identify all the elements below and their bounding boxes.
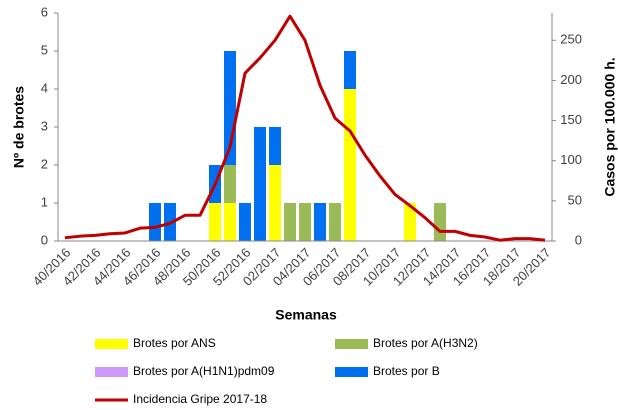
y-tick-label: 2	[41, 156, 48, 171]
y-tick-label: 5	[41, 42, 48, 57]
legend-label: Brotes por A(H1N1)pdm09	[133, 364, 275, 378]
bar	[254, 127, 266, 241]
legend-swatch	[95, 367, 128, 377]
legend-label: Brotes por B	[373, 364, 440, 378]
y2-tick-label: 50	[568, 192, 582, 207]
bar	[314, 203, 326, 241]
bar	[239, 203, 251, 241]
legend-swatch	[335, 339, 368, 349]
x-axis-title: Semanas	[275, 307, 337, 323]
y-tick-label: 4	[41, 80, 48, 95]
legend-swatch	[335, 367, 368, 377]
bar	[299, 203, 311, 241]
bar	[209, 203, 221, 241]
bar	[269, 127, 281, 165]
y-tick-label: 6	[41, 4, 48, 19]
legend-swatch	[95, 339, 128, 349]
y2-tick-label: 200	[560, 72, 582, 87]
bar	[344, 89, 356, 241]
y-axis-title: Nº de brotes	[11, 86, 27, 168]
legend-label: Brotes por ANS	[133, 336, 216, 350]
bar	[344, 51, 356, 89]
y2-tick-label: 250	[560, 32, 582, 47]
bar	[269, 165, 281, 241]
legend-label: Brotes por A(H3N2)	[373, 336, 478, 350]
y2-tick-label: 150	[560, 112, 582, 127]
bar	[434, 203, 446, 241]
bar	[404, 203, 416, 241]
bar	[224, 165, 236, 203]
bar	[284, 203, 296, 241]
bar	[149, 203, 161, 241]
line	[64, 14, 546, 242]
y-tick-label: 1	[41, 194, 48, 209]
bar	[224, 203, 236, 241]
bar	[329, 203, 341, 241]
y-tick-label: 0	[41, 232, 48, 247]
y2-tick-label: 100	[560, 152, 582, 167]
y2-axis-title: Casos por 100.000 h.	[602, 57, 618, 196]
y-tick-label: 3	[41, 118, 48, 133]
legend-label: Incidencia Gripe 2017-18	[133, 392, 267, 406]
y2-tick-label: 0	[575, 232, 582, 247]
